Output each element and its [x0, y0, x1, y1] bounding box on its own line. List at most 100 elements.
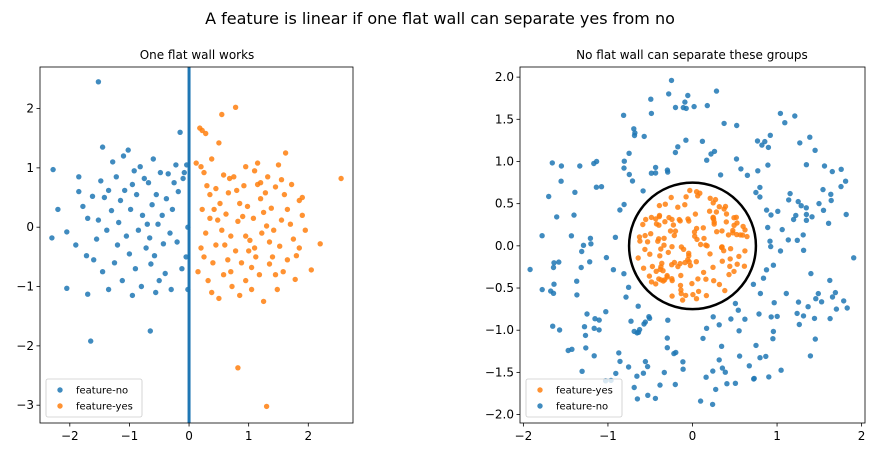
feature-no-point	[828, 191, 834, 197]
feature-no-point	[556, 259, 562, 265]
feature-yes-point	[210, 260, 216, 266]
feature-no-point	[579, 368, 585, 374]
feature-no-point	[682, 99, 688, 105]
feature-no-point	[829, 168, 835, 175]
feature-no-point	[675, 144, 681, 150]
feature-no-point	[673, 349, 679, 356]
feature-no-point	[728, 316, 734, 322]
feature-no-point	[816, 200, 822, 207]
feature-yes-point	[198, 245, 204, 251]
feature-no-point	[621, 158, 627, 164]
feature-yes-point	[703, 242, 709, 248]
feature-yes-point	[257, 180, 264, 186]
feature-yes-point	[707, 251, 713, 257]
feature-no-point	[704, 157, 710, 163]
feature-yes-point	[209, 156, 215, 162]
feature-yes-point	[292, 276, 298, 283]
feature-yes-point	[209, 289, 215, 296]
feature-no-point	[798, 203, 804, 209]
feature-no-point	[153, 289, 159, 296]
feature-no-point	[665, 317, 671, 323]
feature-no-point	[626, 171, 632, 178]
feature-yes-point	[238, 260, 245, 266]
feature-no-point	[49, 235, 55, 241]
feature-yes-point	[272, 184, 279, 190]
feature-yes-point	[254, 160, 261, 166]
feature-no-point	[591, 325, 597, 331]
feature-no-point	[803, 217, 810, 223]
feature-yes-point	[730, 227, 736, 234]
feature-no-point	[724, 381, 730, 387]
feature-no-point	[680, 359, 686, 365]
feature-yes-point	[213, 185, 219, 192]
y-tick-label: 0	[26, 220, 34, 234]
feature-no-point	[672, 381, 678, 388]
feature-yes-point	[678, 287, 684, 293]
feature-no-point	[119, 277, 126, 284]
feature-yes-point	[278, 177, 285, 183]
feature-no-point	[125, 147, 131, 153]
feature-no-point	[620, 112, 627, 119]
feature-no-point	[793, 212, 799, 219]
feature-yes-point	[742, 248, 748, 254]
feature-yes-point	[695, 288, 702, 295]
feature-yes-point	[693, 259, 699, 265]
feature-no-point	[174, 239, 180, 245]
feature-no-point	[778, 367, 784, 373]
feature-no-point	[527, 266, 533, 273]
feature-no-point	[95, 217, 102, 223]
feature-no-point	[664, 345, 670, 351]
x-tick-label: 1	[773, 429, 781, 443]
feature-no-point	[648, 110, 655, 117]
feature-yes-point	[207, 215, 213, 221]
feature-no-point	[719, 365, 726, 371]
feature-yes-point	[266, 239, 273, 245]
feature-yes-point	[711, 278, 717, 284]
feature-yes-point	[284, 206, 291, 213]
feature-yes-point	[226, 175, 233, 182]
feature-yes-point	[237, 200, 243, 207]
x-tick-label: −1	[121, 429, 139, 443]
feature-no-point	[593, 184, 600, 190]
x-tick-label: −2	[61, 429, 79, 443]
feature-yes-point	[669, 276, 675, 282]
feature-no-point	[85, 291, 91, 297]
feature-yes-point	[686, 218, 692, 224]
y-tick-label: 2.0	[495, 70, 514, 84]
feature-no-point	[131, 168, 137, 174]
feature-no-point	[91, 257, 97, 263]
feature-no-point	[710, 314, 716, 320]
feature-no-point	[181, 169, 187, 176]
feature-no-point	[151, 253, 158, 259]
feature-yes-point	[225, 257, 231, 263]
feature-no-point	[774, 313, 780, 320]
feature-yes-point	[288, 181, 295, 188]
feature-no-point	[635, 303, 641, 309]
feature-no-point	[775, 208, 781, 214]
feature-no-point	[732, 380, 739, 386]
feature-yes-point	[213, 242, 219, 248]
feature-yes-point	[299, 212, 305, 218]
feature-no-point	[141, 175, 147, 182]
feature-yes-point	[278, 217, 285, 223]
feature-no-point	[700, 335, 706, 342]
feature-yes-point	[271, 227, 277, 233]
feature-yes-point	[656, 202, 663, 209]
feature-no-point	[732, 300, 739, 307]
x-tick-label: 2	[304, 429, 312, 443]
feature-no-point	[754, 138, 761, 144]
feature-no-point	[147, 328, 153, 334]
feature-yes-point	[656, 236, 662, 242]
feature-yes-point	[693, 296, 700, 302]
feature-no-point	[812, 336, 818, 342]
feature-yes-point	[251, 168, 258, 174]
feature-yes-point	[243, 164, 249, 170]
feature-no-point	[64, 285, 70, 291]
feature-no-point	[621, 165, 627, 171]
feature-yes-point	[636, 234, 643, 240]
feature-yes-point	[265, 174, 271, 180]
feature-yes-point	[296, 245, 302, 251]
feature-yes-point	[216, 295, 222, 302]
feature-no-point	[549, 160, 555, 166]
feature-yes-point	[247, 237, 253, 243]
